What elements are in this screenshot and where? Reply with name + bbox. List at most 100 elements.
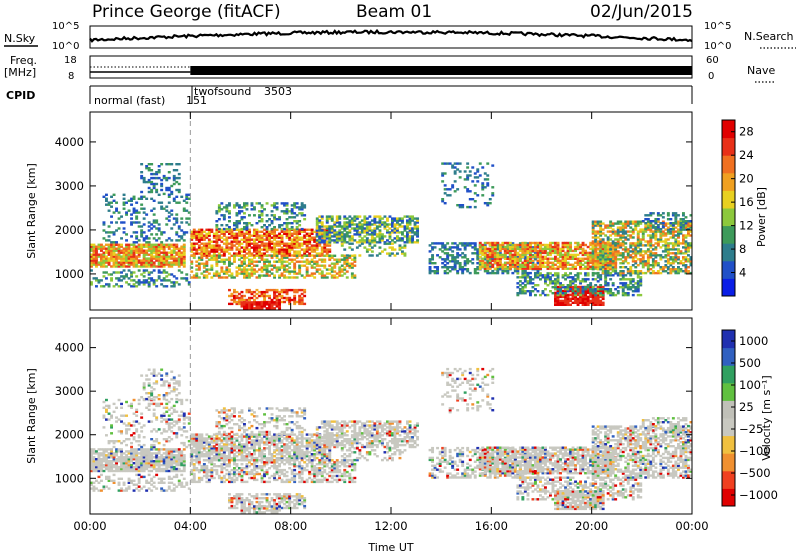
range-gate-cell [343, 268, 347, 271]
range-gate-cell [539, 245, 542, 249]
range-gate-cell [330, 215, 334, 218]
range-gate-cell [408, 239, 412, 242]
range-gate-cell [283, 250, 287, 253]
range-gate-cell [313, 230, 317, 233]
range-gate-cell [491, 253, 495, 257]
range-gate-cell [165, 243, 169, 246]
range-gate-cell [503, 253, 507, 257]
range-gate-cell [228, 262, 231, 265]
range-gate-cell [288, 254, 292, 257]
range-gate-cell [295, 220, 299, 223]
range-gate-cell [260, 268, 264, 271]
range-gate-cell [639, 280, 643, 283]
range-gate-cell [534, 284, 537, 287]
range-gate-cell [551, 261, 555, 264]
range-gate-cell [546, 247, 550, 251]
range-gate-cell [604, 265, 608, 268]
range-gate-cell [549, 243, 552, 247]
range-gate-cell [130, 279, 134, 282]
range-gate-cell [368, 239, 372, 242]
range-gate-cell [298, 208, 302, 211]
range-gate-cell [448, 162, 452, 165]
range-gate-cell [245, 290, 249, 294]
range-gate-cell [370, 219, 374, 222]
range-gate-cell [386, 231, 389, 234]
range-gate-cell [411, 215, 415, 218]
range-gate-cell [270, 298, 274, 302]
range-gate-cell [386, 242, 389, 245]
range-gate-cell [202, 270, 206, 273]
range-gate-cell [140, 245, 144, 248]
range-gate-cell [614, 246, 618, 249]
range-gate-cell [559, 288, 563, 291]
range-gate-cell [293, 302, 297, 306]
range-gate-cell [584, 293, 588, 297]
range-gate-cell [383, 242, 387, 245]
range-gate-cell [554, 255, 557, 259]
range-gate-cell [644, 214, 648, 217]
range-gate-cell [112, 193, 116, 196]
range-gate-cell [401, 239, 404, 242]
range-gate-cell [187, 211, 191, 214]
range-gate-cell [581, 286, 585, 289]
range-gate-cell [355, 225, 359, 228]
range-gate-cell [534, 245, 537, 249]
range-gate-cell [105, 231, 108, 234]
range-gate-cell [288, 272, 292, 275]
range-gate-cell [569, 245, 573, 249]
range-gate-cell [549, 249, 552, 253]
range-gate-cell [433, 262, 437, 265]
range-gate-cell [90, 452, 93, 455]
range-gate-cell [310, 260, 314, 263]
range-gate-cell [581, 292, 585, 295]
range-gate-cell [536, 274, 540, 277]
range-gate-cell [539, 265, 542, 268]
range-gate-cell [137, 265, 141, 268]
range-gate-cell [268, 260, 272, 263]
range-gate-cell [165, 255, 169, 258]
range-gate-cell [446, 271, 450, 275]
range-gate-cell [521, 290, 525, 293]
range-gate-cell [295, 290, 299, 294]
range-gate-cell [192, 252, 196, 255]
range-gate-cell [529, 241, 532, 245]
range-gate-cell [581, 267, 585, 270]
range-gate-cell [476, 256, 480, 259]
range-gate-cell [651, 266, 655, 269]
range-gate-cell [679, 262, 683, 265]
range-gate-cell [122, 269, 126, 272]
range-gate-cell [596, 299, 600, 303]
range-gate-cell [604, 246, 608, 249]
range-gate-cell [496, 257, 500, 260]
range-gate-cell [518, 249, 522, 253]
range-gate-cell [192, 248, 196, 251]
range-gate-cell [649, 222, 653, 225]
range-gate-cell [541, 261, 545, 264]
range-gate-cell [300, 206, 304, 209]
range-gate-cell [125, 249, 129, 252]
range-gate-cell [631, 280, 635, 283]
range-gate-cell [594, 236, 598, 239]
range-gate-cell [323, 258, 327, 261]
range-gate-cell [228, 288, 231, 292]
range-gate-cell [150, 251, 154, 254]
range-gate-cell [639, 262, 643, 265]
range-gate-cell [145, 197, 149, 200]
range-gate-cell [561, 257, 565, 260]
range-gate-cell [448, 266, 452, 269]
range-gate-cell [102, 237, 106, 240]
range-gate-cell [320, 217, 324, 220]
range-gate-cell [476, 248, 480, 251]
range-gate-cell [388, 246, 392, 249]
range-gate-cell [290, 242, 294, 245]
range-gate-cell [285, 296, 289, 300]
range-gate-cell [684, 264, 688, 267]
range-gate-cell [503, 267, 507, 270]
range-gate-cell [177, 190, 181, 194]
range-gate-cell [458, 266, 462, 269]
range-gate-cell [137, 247, 141, 250]
range-gate-cell [150, 245, 154, 248]
range-gate-cell [689, 264, 693, 267]
range-gate-cell [591, 301, 595, 304]
range-gate-cell [609, 274, 613, 277]
